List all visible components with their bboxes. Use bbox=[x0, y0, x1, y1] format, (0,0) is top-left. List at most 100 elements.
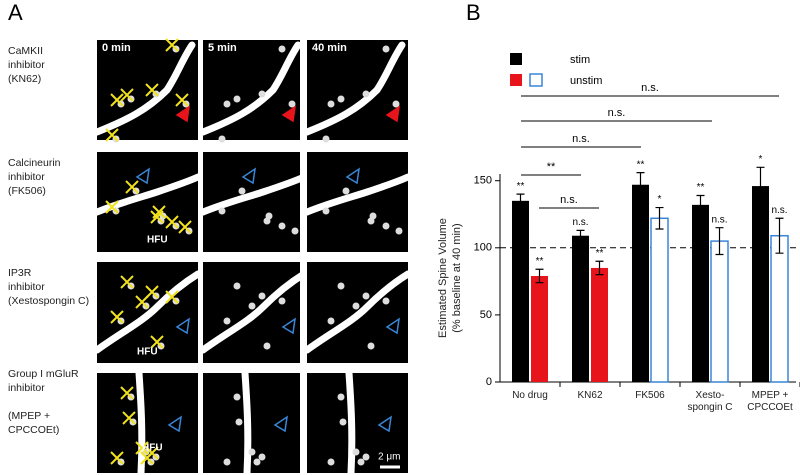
x-tick-label: FK506 bbox=[635, 390, 665, 401]
row-label: CaMKII inhibitor (KN62) bbox=[8, 45, 45, 85]
micrograph bbox=[307, 369, 408, 475]
arrowhead bbox=[345, 167, 360, 185]
bar bbox=[710, 240, 729, 383]
dendrite bbox=[303, 41, 406, 136]
spine bbox=[362, 292, 370, 300]
spine bbox=[223, 317, 231, 325]
legend-label: unstim bbox=[570, 75, 602, 87]
error-bar bbox=[696, 194, 705, 215]
spine bbox=[258, 292, 266, 300]
bar bbox=[692, 204, 709, 382]
image-background bbox=[307, 373, 408, 473]
spine bbox=[223, 100, 231, 108]
spine bbox=[322, 207, 330, 215]
error-bar bbox=[636, 172, 645, 198]
stim-marker bbox=[120, 275, 134, 289]
stim-marker bbox=[145, 285, 159, 299]
y-tick-label: 50 bbox=[480, 309, 492, 321]
legend-label: stim bbox=[570, 54, 590, 66]
dendrite bbox=[135, 369, 146, 475]
spine bbox=[253, 458, 261, 466]
spine bbox=[248, 448, 256, 456]
dendrite bbox=[345, 369, 356, 475]
panel-label: B bbox=[466, 0, 481, 25]
stim-marker bbox=[125, 180, 139, 194]
significance-label: n.s. bbox=[771, 205, 787, 216]
spine bbox=[337, 95, 345, 103]
spine bbox=[395, 227, 403, 235]
spine bbox=[362, 453, 370, 461]
spine bbox=[263, 342, 271, 350]
significance-label: * bbox=[658, 194, 662, 205]
stim-marker bbox=[105, 200, 119, 214]
micrograph bbox=[303, 40, 408, 143]
significance-label: ** bbox=[536, 256, 544, 267]
spine bbox=[238, 187, 246, 195]
x-tick-label: KN62 bbox=[577, 390, 603, 401]
y-tick-label: 150 bbox=[474, 175, 492, 187]
error-bar bbox=[756, 166, 765, 206]
x-tick-label: Xesto- spongin C bbox=[687, 390, 733, 413]
arrowhead bbox=[135, 167, 150, 185]
dendrite bbox=[303, 270, 412, 354]
arrowhead bbox=[175, 317, 190, 335]
image-background bbox=[203, 373, 300, 473]
spine bbox=[235, 418, 243, 426]
dendrite bbox=[93, 41, 196, 136]
stim-marker bbox=[135, 441, 149, 455]
stim-marker bbox=[165, 215, 179, 229]
error-bar bbox=[595, 260, 604, 276]
bar bbox=[591, 267, 608, 382]
spine bbox=[278, 297, 286, 305]
error-bar bbox=[775, 217, 784, 254]
micrograph bbox=[97, 369, 198, 475]
error-bar bbox=[535, 268, 544, 284]
arrowhead bbox=[273, 415, 288, 433]
spine bbox=[218, 207, 226, 215]
dendrite bbox=[93, 173, 202, 216]
stim-marker bbox=[150, 335, 164, 349]
significance-label: ** bbox=[517, 181, 525, 192]
legend-swatch bbox=[510, 74, 522, 86]
stimulus-label: HFU bbox=[142, 443, 163, 454]
y-tick-label: 100 bbox=[474, 242, 492, 254]
dendrite bbox=[199, 270, 308, 354]
dendrite bbox=[303, 173, 412, 216]
comparison-label: n.s. bbox=[560, 194, 578, 206]
spine bbox=[339, 418, 347, 426]
dendrite bbox=[199, 41, 302, 136]
significance-label: n.s. bbox=[711, 214, 727, 225]
spine bbox=[233, 95, 241, 103]
micrograph bbox=[93, 262, 202, 363]
stim-marker bbox=[120, 88, 134, 102]
dendrite bbox=[241, 369, 252, 475]
y-tick-label: 0 bbox=[486, 376, 492, 388]
stim-marker bbox=[152, 205, 166, 219]
spine bbox=[382, 222, 390, 230]
significance-label: * bbox=[759, 154, 763, 165]
error-bar bbox=[715, 227, 724, 256]
x-tick-label: No drug bbox=[512, 390, 548, 401]
spine bbox=[337, 282, 345, 290]
spine bbox=[352, 448, 360, 456]
significance-label: ** bbox=[637, 159, 645, 170]
error-bar bbox=[576, 229, 585, 242]
arrowhead bbox=[385, 105, 400, 123]
stim-marker bbox=[175, 93, 189, 107]
significance-label: ** bbox=[697, 182, 705, 193]
stim-marker bbox=[110, 93, 124, 107]
spine bbox=[258, 453, 266, 461]
micrograph bbox=[93, 38, 198, 143]
stimulus-label: HFU bbox=[147, 235, 168, 246]
row-label: Group I mGluR inhibitor (MPEP + CPCCOEt) bbox=[8, 368, 79, 436]
spine bbox=[278, 222, 286, 230]
bar bbox=[572, 235, 589, 382]
spine bbox=[218, 135, 226, 143]
spine bbox=[369, 212, 377, 220]
error-bar bbox=[655, 206, 664, 230]
bar bbox=[650, 217, 669, 383]
spine bbox=[352, 302, 360, 310]
spine bbox=[322, 135, 330, 143]
